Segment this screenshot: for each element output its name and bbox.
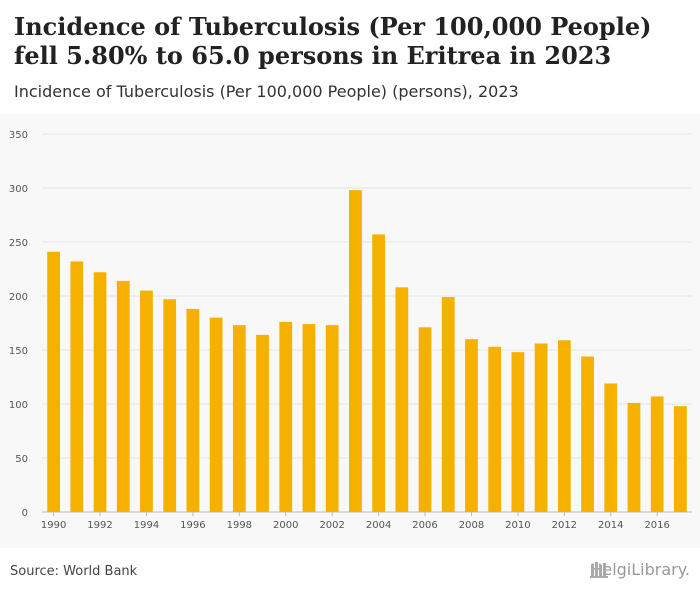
y-tick-label: 150 bbox=[9, 346, 28, 357]
y-tick-label: 250 bbox=[9, 238, 28, 249]
library-icon bbox=[590, 562, 609, 578]
bar-2006[interactable] bbox=[418, 327, 432, 512]
x-tick-label: 1994 bbox=[134, 520, 159, 531]
x-tick-label: 2014 bbox=[598, 520, 623, 531]
chart-subtitle: Incidence of Tuberculosis (Per 100,000 P… bbox=[14, 82, 519, 101]
bar-1991[interactable] bbox=[70, 261, 84, 512]
x-tick-label: 2008 bbox=[459, 520, 484, 531]
logo-text: HelgiLibrary. bbox=[590, 560, 690, 579]
bar-1990[interactable] bbox=[47, 251, 60, 512]
y-tick-label: 50 bbox=[15, 454, 28, 465]
source-note: Source: World Bank bbox=[10, 564, 138, 579]
bar-1993[interactable] bbox=[116, 280, 130, 512]
x-tick-label: 1992 bbox=[87, 520, 112, 531]
bar-2011[interactable] bbox=[534, 343, 548, 512]
x-tick-label: 2002 bbox=[319, 520, 344, 531]
bar-1992[interactable] bbox=[93, 272, 107, 512]
bar-1994[interactable] bbox=[140, 290, 153, 512]
chart-title: Incidence of Tuberculosis (Per 100,000 P… bbox=[14, 12, 652, 70]
x-tick-label: 2010 bbox=[505, 520, 530, 531]
chart-area: 0 50 100 150 200 250 300 350 1990 1992 1994 1996 199… bbox=[0, 114, 700, 548]
x-tick-label: 2012 bbox=[552, 520, 577, 531]
bar-2003[interactable] bbox=[349, 190, 362, 512]
y-tick-label: 100 bbox=[9, 400, 28, 411]
bar-chart: 0 50 100 150 200 250 300 350 1990 1992 1994 1996 199… bbox=[9, 130, 692, 531]
bar-2014[interactable] bbox=[604, 383, 618, 512]
y-tick-label: 300 bbox=[9, 184, 28, 195]
bar-2012[interactable] bbox=[557, 340, 571, 512]
bar-2002[interactable] bbox=[325, 325, 339, 512]
y-tick-label: 200 bbox=[9, 292, 28, 303]
bar-2000[interactable] bbox=[279, 321, 293, 512]
y-tick-label: 0 bbox=[22, 508, 28, 519]
bar-1995[interactable] bbox=[163, 299, 177, 512]
bar-2007[interactable] bbox=[441, 297, 455, 512]
bar-2008[interactable] bbox=[465, 339, 478, 512]
bar-1996[interactable] bbox=[186, 308, 200, 512]
y-tick-label: 350 bbox=[9, 130, 28, 141]
bar-1998[interactable] bbox=[232, 325, 246, 512]
x-tick-label: 1990 bbox=[41, 520, 66, 531]
bar-2015[interactable] bbox=[627, 402, 641, 512]
bar-1997[interactable] bbox=[209, 317, 223, 512]
bar-2010[interactable] bbox=[511, 352, 525, 512]
x-tick-label: 1996 bbox=[180, 520, 205, 531]
bar-2009[interactable] bbox=[488, 346, 502, 512]
bar-1999[interactable] bbox=[256, 334, 269, 512]
helgi-library-logo[interactable]: HelgiLibrary. bbox=[590, 560, 690, 579]
x-tick-label: 2000 bbox=[273, 520, 298, 531]
x-tick-label: 1998 bbox=[227, 520, 252, 531]
bar-2017[interactable] bbox=[674, 406, 687, 512]
bar-2005[interactable] bbox=[395, 287, 409, 512]
x-tick-label: 2004 bbox=[366, 520, 391, 531]
x-tick-label: 2016 bbox=[644, 520, 669, 531]
bar-2001[interactable] bbox=[302, 324, 316, 512]
bar-2013[interactable] bbox=[581, 356, 594, 512]
bar-2016[interactable] bbox=[650, 396, 664, 512]
x-tick-label: 2006 bbox=[412, 520, 437, 531]
bar-2004[interactable] bbox=[372, 234, 385, 512]
